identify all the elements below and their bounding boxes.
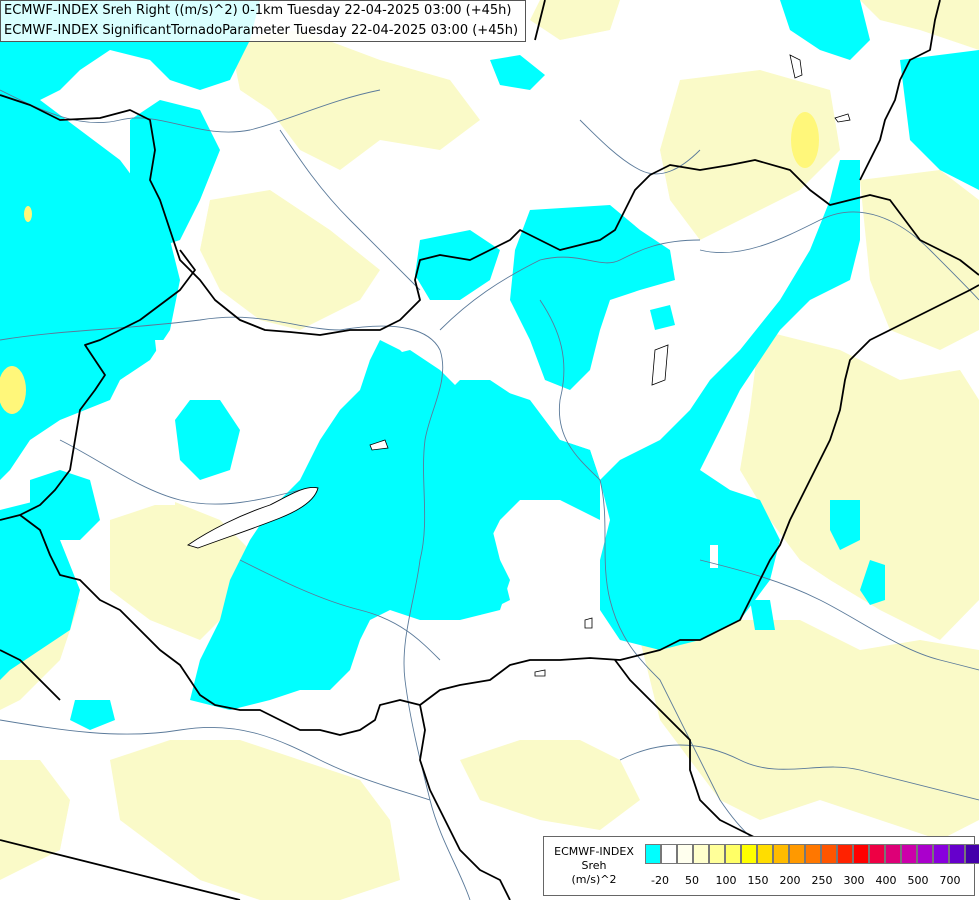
legend-tick: 200 (779, 874, 801, 887)
legend-swatch (757, 844, 773, 864)
legend-tick: 150 (747, 874, 769, 887)
legend-swatch (725, 844, 741, 864)
legend-swatch (965, 844, 979, 864)
legend-unit: (m/s)^2 (571, 873, 617, 886)
legend-swatch (693, 844, 709, 864)
legend-swatch (677, 844, 693, 864)
legend-model-name: ECMWF-INDEX (554, 845, 634, 858)
legend-swatch (837, 844, 853, 864)
title-line-sreh: ECMWF-INDEX Sreh Right ((m/s)^2) 0-1km T… (4, 3, 512, 18)
legend-swatch (661, 844, 677, 864)
legend-tick: 50 (685, 874, 699, 887)
legend-swatch (869, 844, 885, 864)
legend-swatch (709, 844, 725, 864)
legend-tick: 500 (907, 874, 929, 887)
color-legend: ECMWF-INDEX Sreh (m/s)^2 -20 50 100 150 … (543, 836, 979, 896)
legend-swatch (853, 844, 869, 864)
small-lakes (369, 54, 851, 677)
legend-swatch (917, 844, 933, 864)
legend-swatch (885, 844, 901, 864)
legend-swatch (933, 844, 949, 864)
title-line-stp: ECMWF-INDEX SignificantTornadoParameter … (4, 23, 519, 38)
legend-swatch (821, 844, 837, 864)
legend-tick: 250 (811, 874, 833, 887)
lake-balaton (186, 487, 319, 549)
legend-tick: 400 (875, 874, 897, 887)
legend-tick: 100 (715, 874, 737, 887)
rivers (0, 89, 979, 900)
legend-label: ECMWF-INDEX Sreh (m/s)^2 (548, 845, 640, 887)
legend-swatch (773, 844, 789, 864)
legend-swatch (949, 844, 965, 864)
legend-swatch (789, 844, 805, 864)
legend-swatch (901, 844, 917, 864)
legend-tick: 700 (939, 874, 961, 887)
white-gaps (150, 340, 718, 650)
legend-tick: 300 (843, 874, 865, 887)
legend-parameter-name: Sreh (581, 859, 607, 872)
legend-swatch (645, 844, 661, 864)
legend-swatch (741, 844, 757, 864)
legend-swatch (805, 844, 821, 864)
yellow-highlights (0, 112, 819, 414)
legend-tick: -20 (651, 874, 669, 887)
legend-ticks: -20 50 100 150 200 250 300 400 500 700 (644, 874, 974, 888)
legend-swatches (645, 844, 979, 866)
map-title-box: ECMWF-INDEX Sreh Right ((m/s)^2) 0-1km T… (0, 0, 526, 42)
